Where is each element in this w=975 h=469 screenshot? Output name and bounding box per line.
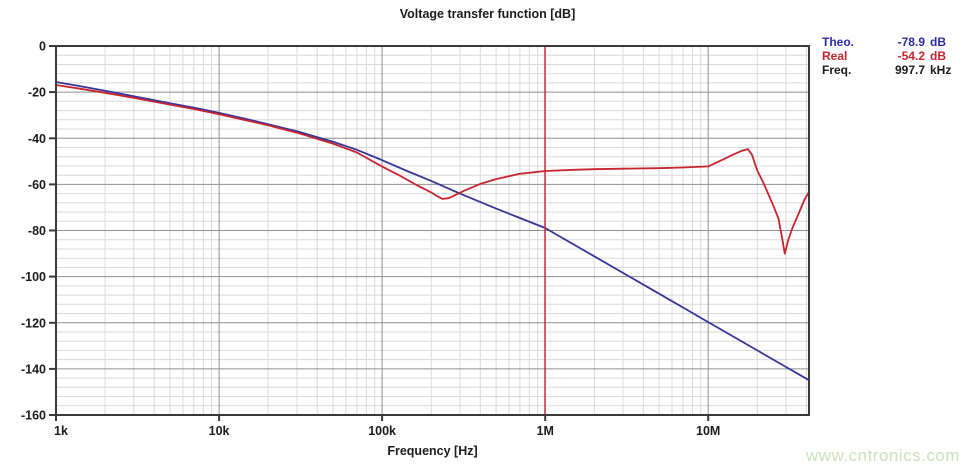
x-tick-label: 10k: [209, 424, 230, 438]
y-tick-label: -140: [21, 362, 46, 376]
legend-freq-label: Freq.: [822, 63, 852, 77]
x-axis-title: Frequency [Hz]: [387, 444, 478, 458]
legend-real-value: -54.2: [897, 49, 925, 63]
legend-freq-unit: kHz: [930, 63, 952, 77]
y-tick-label: -40: [28, 132, 46, 146]
x-tick-label: 1M: [537, 424, 554, 438]
legend-real-label: Real: [822, 49, 848, 63]
x-tick-label: 10M: [696, 424, 720, 438]
y-tick-label: -80: [28, 224, 46, 238]
y-tick-label: -160: [21, 409, 46, 423]
y-tick-label: 0: [39, 40, 46, 54]
chart-title: Voltage transfer function [dB]: [399, 7, 576, 21]
watermark: www.cntronics.com: [806, 446, 960, 465]
legend-freq-value: 997.7: [894, 63, 925, 77]
x-tick-label: 100k: [368, 424, 396, 438]
x-tick-label: 1k: [54, 424, 68, 438]
y-tick-label: -100: [21, 270, 46, 284]
legend-real-unit: dB: [930, 49, 946, 63]
y-tick-label: -20: [28, 86, 46, 100]
theo-curve: [55, 81, 810, 382]
legend-theo-value: -78.9: [897, 35, 925, 49]
legend-theo-unit: dB: [930, 35, 946, 49]
legend-theo-label: Theo.: [822, 35, 854, 49]
y-tick-label: -120: [21, 316, 46, 330]
real-curve: [55, 84, 810, 255]
y-tick-label: -60: [28, 178, 46, 192]
legend: Theo. -78.9 dB Real -54.2 dB Freq. 997.7…: [822, 35, 958, 77]
